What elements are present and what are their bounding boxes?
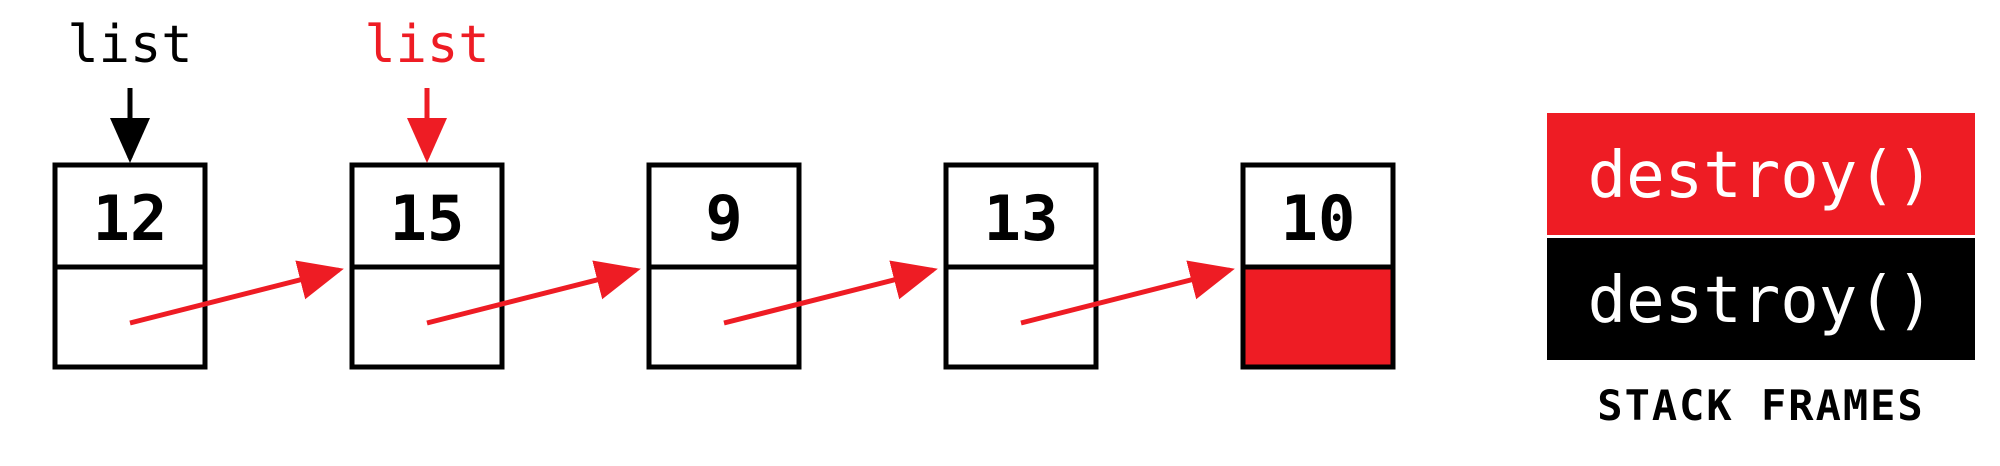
null-next-cell bbox=[1240, 264, 1396, 370]
node-value: 15 bbox=[390, 182, 465, 255]
stack-frame-box bbox=[1547, 238, 1975, 360]
stack-frame-label: destroy() bbox=[1588, 264, 1935, 338]
stack-frame: destroy() bbox=[1547, 113, 1975, 235]
node-next-cell bbox=[943, 264, 1099, 370]
node-next-cell bbox=[646, 264, 802, 370]
node-value-cell bbox=[943, 162, 1099, 270]
stack-frame: destroy() bbox=[1547, 238, 1975, 360]
next-link-arrow bbox=[1020, 260, 1235, 326]
list-pointer: list bbox=[67, 15, 193, 163]
next-link-arrow bbox=[426, 260, 641, 326]
stack-frames-title: STACK FRAMES bbox=[1597, 381, 1924, 430]
node-value: 9 bbox=[705, 182, 742, 255]
next-link-arrow bbox=[723, 260, 938, 326]
stack-frame-label: destroy() bbox=[1588, 139, 1935, 213]
list-node: 13 bbox=[943, 162, 1099, 370]
list-node: 15 bbox=[349, 162, 505, 370]
node-value: 12 bbox=[93, 182, 168, 255]
stack-frame-box bbox=[1547, 113, 1975, 235]
node-next-cell bbox=[349, 264, 505, 370]
list-node: 12 bbox=[52, 162, 208, 370]
pointer-label: list bbox=[67, 15, 192, 75]
stack-frames-panel: destroy() destroy() STACK FRAMES bbox=[1547, 113, 1975, 430]
pointer-label: list bbox=[364, 15, 489, 75]
links-layer bbox=[129, 260, 1235, 326]
next-link-arrow bbox=[129, 260, 344, 326]
nodes-layer: 12 15 9 13 10 bbox=[52, 162, 1396, 370]
pointers-layer: list list bbox=[67, 15, 490, 163]
node-next-cell bbox=[52, 264, 208, 370]
list-node: 10 bbox=[1240, 162, 1396, 370]
node-value: 13 bbox=[984, 182, 1059, 255]
node-value: 10 bbox=[1281, 182, 1356, 255]
list-node: 9 bbox=[646, 162, 802, 370]
list-pointer: list bbox=[364, 15, 490, 163]
